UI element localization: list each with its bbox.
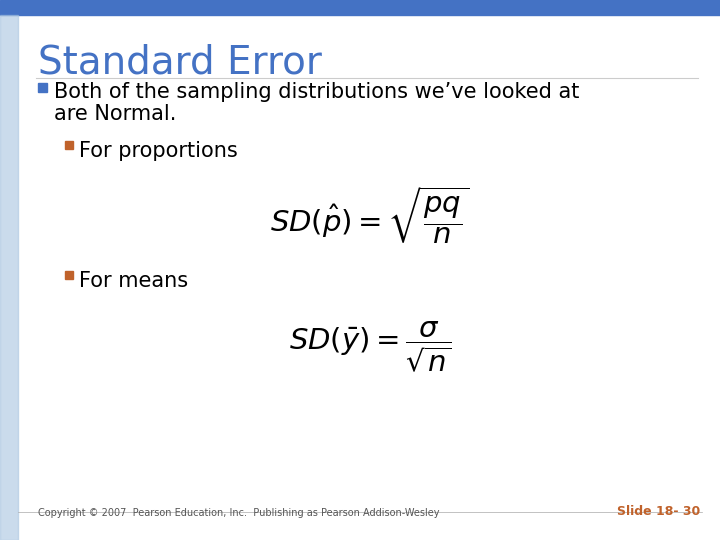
Text: $\mathit{SD}(\hat{p})=\sqrt{\dfrac{pq}{n}}$: $\mathit{SD}(\hat{p})=\sqrt{\dfrac{pq}{n… bbox=[270, 185, 469, 247]
Text: Slide 18- 30: Slide 18- 30 bbox=[617, 505, 700, 518]
Bar bbox=[0, 15, 18, 540]
Text: Both of the sampling distributions we’ve looked at: Both of the sampling distributions we’ve… bbox=[54, 82, 580, 102]
Text: $\mathit{SD}(\bar{y})=\dfrac{\sigma}{\sqrt{n}}$: $\mathit{SD}(\bar{y})=\dfrac{\sigma}{\sq… bbox=[289, 320, 451, 375]
Text: For means: For means bbox=[79, 271, 188, 291]
Text: For proportions: For proportions bbox=[79, 141, 238, 161]
Bar bbox=[0, 0, 720, 15]
Text: are Normal.: are Normal. bbox=[54, 104, 176, 124]
Text: Standard Error: Standard Error bbox=[38, 43, 322, 81]
Bar bbox=[65, 141, 73, 149]
Bar bbox=[65, 271, 73, 279]
Bar bbox=[38, 83, 47, 92]
Text: Copyright © 2007  Pearson Education, Inc.  Publishing as Pearson Addison-Wesley: Copyright © 2007 Pearson Education, Inc.… bbox=[38, 508, 439, 518]
